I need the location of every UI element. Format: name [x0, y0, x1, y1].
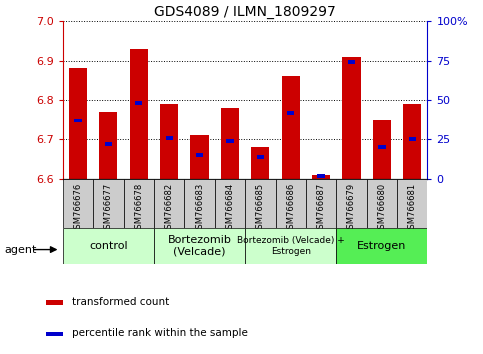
FancyBboxPatch shape: [124, 179, 154, 228]
Bar: [373, 120, 391, 179]
Text: Bortezomib
(Velcade): Bortezomib (Velcade): [168, 235, 231, 257]
FancyBboxPatch shape: [185, 179, 215, 228]
Text: GSM766678: GSM766678: [134, 183, 143, 234]
Text: GSM766683: GSM766683: [195, 183, 204, 234]
Bar: [409, 137, 416, 141]
Text: GSM766685: GSM766685: [256, 183, 265, 234]
Text: GSM766677: GSM766677: [104, 183, 113, 234]
FancyBboxPatch shape: [93, 179, 124, 228]
Bar: [105, 142, 112, 146]
Text: GSM766679: GSM766679: [347, 183, 356, 234]
FancyBboxPatch shape: [367, 179, 397, 228]
Bar: [46, 332, 63, 336]
Text: GSM766680: GSM766680: [377, 183, 386, 234]
Bar: [287, 111, 294, 115]
Bar: [342, 57, 361, 179]
Bar: [46, 301, 63, 305]
Bar: [226, 139, 234, 143]
Bar: [348, 60, 355, 64]
Text: GSM766682: GSM766682: [165, 183, 174, 234]
Text: GSM766684: GSM766684: [226, 183, 234, 234]
Bar: [282, 76, 300, 179]
Text: agent: agent: [5, 245, 37, 255]
Bar: [403, 104, 421, 179]
Text: Bortezomib (Velcade) +
Estrogen: Bortezomib (Velcade) + Estrogen: [237, 236, 344, 256]
Bar: [317, 174, 325, 178]
Text: GSM766676: GSM766676: [73, 183, 83, 234]
Bar: [251, 147, 270, 179]
Text: Estrogen: Estrogen: [357, 241, 407, 251]
FancyBboxPatch shape: [154, 228, 245, 264]
FancyBboxPatch shape: [63, 179, 93, 228]
Bar: [160, 104, 178, 179]
Bar: [312, 175, 330, 179]
Bar: [190, 136, 209, 179]
Bar: [74, 119, 82, 122]
Text: GSM766686: GSM766686: [286, 183, 295, 234]
FancyBboxPatch shape: [336, 228, 427, 264]
FancyBboxPatch shape: [245, 228, 336, 264]
Text: percentile rank within the sample: percentile rank within the sample: [72, 328, 248, 338]
FancyBboxPatch shape: [275, 179, 306, 228]
FancyBboxPatch shape: [215, 179, 245, 228]
Text: GSM766681: GSM766681: [408, 183, 417, 234]
FancyBboxPatch shape: [63, 228, 154, 264]
FancyBboxPatch shape: [336, 179, 367, 228]
FancyBboxPatch shape: [306, 179, 336, 228]
Bar: [135, 101, 142, 105]
FancyBboxPatch shape: [245, 179, 275, 228]
FancyBboxPatch shape: [154, 179, 185, 228]
Title: GDS4089 / ILMN_1809297: GDS4089 / ILMN_1809297: [154, 5, 336, 19]
Text: GSM766687: GSM766687: [316, 183, 326, 234]
Bar: [166, 136, 173, 140]
Bar: [99, 112, 117, 179]
Bar: [221, 108, 239, 179]
Bar: [69, 68, 87, 179]
Bar: [256, 155, 264, 159]
FancyBboxPatch shape: [397, 179, 427, 228]
Bar: [129, 49, 148, 179]
Bar: [196, 153, 203, 157]
Text: control: control: [89, 241, 128, 251]
Bar: [378, 145, 385, 149]
Text: transformed count: transformed count: [72, 297, 169, 307]
